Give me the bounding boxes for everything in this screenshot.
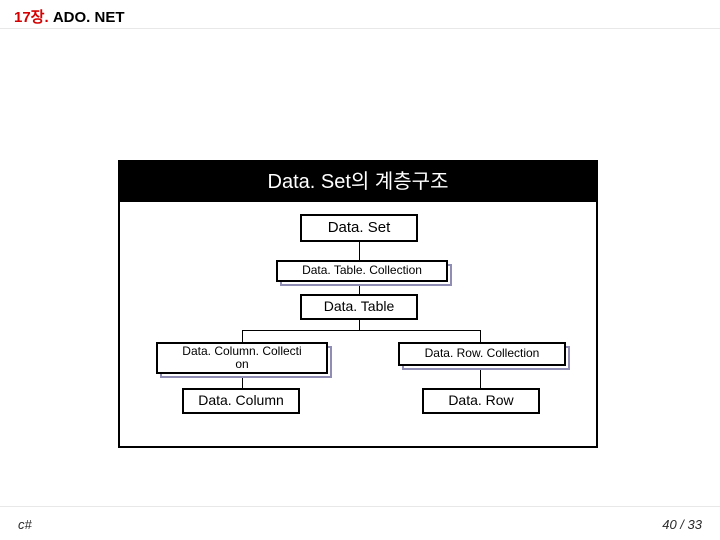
- connector-line: [359, 242, 360, 260]
- chapter-title: ADO. NET: [49, 9, 125, 26]
- panel-title: Data. Set의 계층구조: [120, 162, 596, 202]
- connector-line: [242, 330, 480, 331]
- footer-left: c#: [18, 517, 32, 532]
- column-node: Data. Column: [182, 388, 300, 414]
- page-sep: /: [677, 517, 688, 532]
- connector-line: [480, 330, 481, 342]
- chapter-prefix: 17장.: [14, 9, 49, 26]
- colcoll-node: Data. Column. Collecti on: [156, 342, 328, 374]
- page-total: 33: [688, 517, 702, 532]
- connector-line: [359, 320, 360, 330]
- connector-line: [242, 330, 243, 342]
- chapter-heading: 17장. ADO. NET: [14, 6, 125, 27]
- divider-top: [0, 28, 720, 29]
- footer-right: 40 / 33: [662, 517, 702, 532]
- row-node: Data. Row: [422, 388, 540, 414]
- page-current: 40: [662, 517, 676, 532]
- divider-bottom: [0, 506, 720, 507]
- rowcoll-node: Data. Row. Collection: [398, 342, 566, 366]
- hierarchy-panel: Data. Set의 계층구조 Data. Set Data. Table. Co…: [118, 160, 598, 448]
- dataset-node: Data. Set: [300, 214, 418, 242]
- table-node: Data. Table: [300, 294, 418, 320]
- tablecoll-node: Data. Table. Collection: [276, 260, 448, 282]
